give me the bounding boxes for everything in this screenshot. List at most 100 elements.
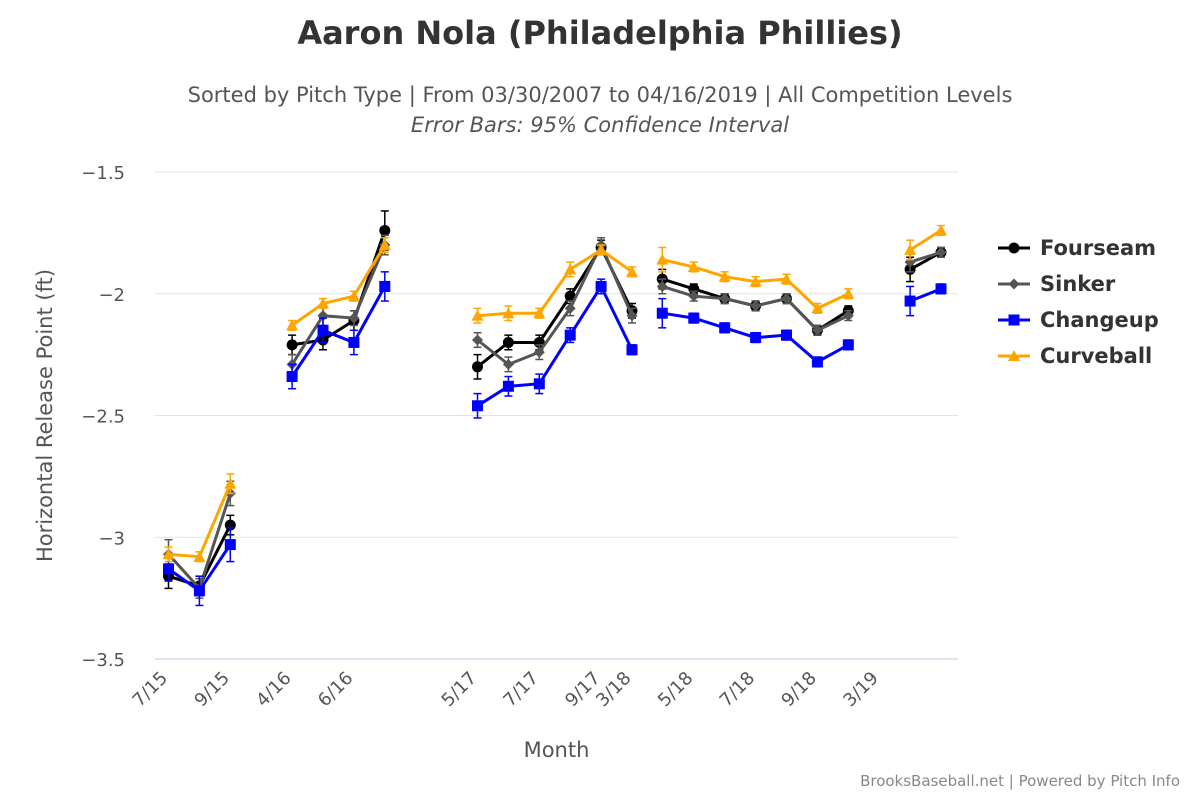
data-point-changeup bbox=[656, 307, 668, 319]
data-point-changeup bbox=[564, 329, 576, 341]
x-axis-title: Month bbox=[524, 738, 590, 762]
x-tick-label: 3/19 bbox=[839, 668, 882, 711]
data-point-sinker bbox=[935, 246, 947, 258]
y-axis-title: Horizontal Release Point (ft) bbox=[33, 269, 57, 562]
data-point-sinker bbox=[348, 312, 360, 324]
data-point-changeup bbox=[904, 295, 916, 307]
data-point-curveball bbox=[162, 548, 175, 560]
data-point-curveball bbox=[286, 319, 299, 331]
series-line-fourseam bbox=[291, 229, 387, 347]
y-tick-label: −3.5 bbox=[81, 650, 125, 671]
data-point-sinker bbox=[472, 334, 483, 346]
x-tick-label: 9/15 bbox=[190, 668, 233, 711]
data-point-curveball bbox=[564, 263, 577, 275]
legend-marker-curveball bbox=[1008, 350, 1020, 361]
data-point-sinker bbox=[750, 300, 762, 312]
data-point-curveball bbox=[347, 290, 360, 302]
data-point-changeup bbox=[750, 332, 762, 344]
data-point-changeup bbox=[379, 280, 391, 292]
x-tick-label: 7/17 bbox=[499, 668, 542, 711]
data-point-curveball bbox=[749, 275, 762, 287]
y-tick-label: −3 bbox=[98, 528, 125, 549]
data-point-fourseam bbox=[379, 224, 391, 236]
data-point-curveball bbox=[935, 224, 947, 236]
data-point-curveball bbox=[811, 302, 824, 314]
y-tick-label: −1.5 bbox=[81, 163, 125, 184]
data-point-changeup bbox=[842, 339, 854, 351]
data-point-curveball bbox=[780, 273, 793, 285]
data-point-curveball bbox=[842, 287, 855, 299]
series-line-sinker bbox=[909, 250, 942, 264]
data-point-curveball bbox=[533, 307, 546, 319]
data-point-sinker bbox=[626, 310, 638, 322]
data-point-sinker bbox=[502, 358, 514, 370]
data-point-changeup bbox=[811, 356, 823, 368]
data-point-changeup bbox=[286, 371, 298, 383]
chart-error-bar-note: Error Bars: 95% Confidence Interval bbox=[410, 113, 790, 137]
data-point-sinker bbox=[842, 310, 854, 322]
series-line-curveball bbox=[909, 229, 942, 252]
data-point-changeup bbox=[163, 563, 174, 575]
series-line-curveball bbox=[291, 244, 387, 327]
data-point-changeup bbox=[502, 380, 514, 392]
data-point-curveball bbox=[718, 270, 731, 282]
data-point-curveball bbox=[317, 297, 329, 309]
series-line-sinker bbox=[290, 244, 387, 366]
data-point-sinker bbox=[564, 302, 576, 314]
y-tick-label: −2 bbox=[98, 285, 125, 306]
data-point-changeup bbox=[533, 378, 545, 390]
data-point-curveball bbox=[595, 243, 608, 255]
x-tick-label: 7/18 bbox=[716, 668, 759, 711]
data-point-changeup bbox=[595, 280, 607, 292]
data-point-changeup bbox=[781, 329, 792, 341]
data-point-curveball bbox=[378, 239, 391, 251]
y-tick-label: −2.5 bbox=[81, 407, 125, 428]
data-point-fourseam bbox=[564, 290, 576, 302]
data-point-sinker bbox=[688, 290, 700, 302]
series-line-changeup bbox=[290, 285, 387, 378]
legend-marker-sinker bbox=[1008, 278, 1020, 290]
series-line-changeup bbox=[476, 283, 634, 408]
data-point-sinker bbox=[811, 324, 823, 336]
legend-item-curveball[interactable]: Curveball bbox=[998, 344, 1152, 368]
series-fourseam bbox=[163, 210, 947, 597]
x-tick-label: 5/18 bbox=[654, 668, 697, 711]
legend-label: Fourseam bbox=[1040, 236, 1156, 260]
data-point-changeup bbox=[688, 312, 700, 324]
data-point-fourseam bbox=[472, 361, 483, 373]
series-line-sinker bbox=[476, 241, 634, 367]
data-point-sinker bbox=[656, 280, 668, 292]
legend-label: Changeup bbox=[1040, 308, 1159, 332]
x-tick-label: 7/15 bbox=[129, 668, 172, 711]
data-point-curveball bbox=[687, 260, 700, 272]
chart-title: Aaron Nola (Philadelphia Phillies) bbox=[297, 14, 903, 52]
data-point-curveball bbox=[656, 253, 669, 265]
chart-credits[interactable]: BrooksBaseball.net | Powered by Pitch In… bbox=[860, 772, 1180, 790]
legend-item-sinker[interactable]: Sinker bbox=[998, 272, 1116, 296]
data-point-curveball bbox=[224, 477, 237, 489]
data-point-changeup bbox=[224, 539, 236, 551]
legend-label: Curveball bbox=[1040, 344, 1152, 368]
data-point-changeup bbox=[719, 322, 731, 334]
data-point-curveball bbox=[502, 307, 515, 319]
data-point-fourseam bbox=[286, 339, 298, 351]
data-point-fourseam bbox=[502, 336, 514, 348]
data-point-sinker bbox=[781, 293, 792, 305]
data-point-curveball bbox=[904, 243, 917, 255]
x-tick-label: 5/17 bbox=[438, 668, 481, 711]
legend-marker-fourseam bbox=[1008, 242, 1020, 254]
data-point-changeup bbox=[472, 400, 483, 412]
series-curveball bbox=[162, 224, 947, 563]
data-point-curveball bbox=[626, 265, 638, 277]
legend-item-changeup[interactable]: Changeup bbox=[998, 308, 1159, 332]
data-point-curveball bbox=[471, 309, 484, 321]
data-point-changeup bbox=[348, 336, 360, 348]
data-point-sinker bbox=[719, 293, 731, 305]
data-point-changeup bbox=[317, 324, 329, 336]
legend-item-fourseam[interactable]: Fourseam bbox=[998, 236, 1156, 260]
legend-label: Sinker bbox=[1040, 272, 1116, 296]
legend: Fourseam Sinker Changeup Curveball bbox=[998, 236, 1159, 368]
data-point-changeup bbox=[935, 283, 947, 295]
data-point-changeup bbox=[626, 344, 638, 356]
